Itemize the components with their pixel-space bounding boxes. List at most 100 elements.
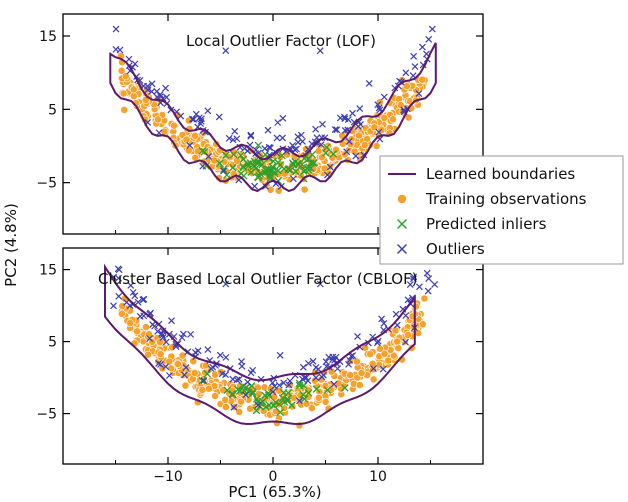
y-tick-label: 15 bbox=[39, 263, 57, 279]
training-point bbox=[307, 404, 316, 412]
outlier-point bbox=[144, 82, 151, 90]
outlier-point bbox=[182, 364, 190, 371]
training-point bbox=[404, 331, 412, 339]
training-point bbox=[126, 319, 135, 327]
outlier-point bbox=[134, 298, 142, 306]
outlier-point bbox=[415, 90, 423, 98]
outlier-point bbox=[380, 320, 388, 327]
legend-label: Training observations bbox=[425, 190, 587, 208]
outlier-point bbox=[168, 317, 175, 325]
inlier-point bbox=[228, 390, 236, 398]
outlier-point bbox=[148, 88, 156, 95]
outlier-point bbox=[209, 363, 217, 371]
outlier-point bbox=[296, 397, 303, 405]
training-point bbox=[391, 326, 400, 335]
outlier-point bbox=[269, 379, 276, 387]
outlier-point bbox=[410, 273, 418, 281]
outlier-point bbox=[151, 322, 158, 330]
outlier-point bbox=[375, 128, 383, 136]
outlier-point bbox=[200, 377, 208, 385]
inlier-point bbox=[239, 162, 247, 171]
training-point bbox=[119, 89, 128, 98]
inlier-point bbox=[254, 158, 262, 166]
training-point bbox=[340, 150, 349, 159]
outlier-point bbox=[410, 52, 418, 60]
outlier-point bbox=[148, 80, 156, 88]
outlier-point bbox=[204, 346, 212, 354]
training-point bbox=[118, 309, 126, 318]
legend-label: Learned boundaries bbox=[426, 165, 575, 183]
outlier-point bbox=[216, 351, 224, 359]
outlier-point bbox=[425, 35, 433, 43]
outlier-point bbox=[326, 163, 334, 171]
shared-y-axis-label: PC2 (4.8%) bbox=[2, 203, 20, 287]
training-point bbox=[237, 397, 245, 406]
outlier-point bbox=[162, 84, 169, 92]
outlier-point bbox=[262, 182, 270, 190]
training-point bbox=[165, 357, 174, 366]
training-point bbox=[393, 337, 402, 346]
training-point bbox=[300, 185, 309, 194]
training-point bbox=[211, 391, 219, 400]
training-point bbox=[355, 381, 364, 389]
outlier-point bbox=[225, 134, 233, 142]
training-point bbox=[332, 145, 340, 154]
outlier-point bbox=[187, 330, 195, 338]
inlier-point bbox=[312, 385, 321, 393]
outlier-point bbox=[155, 360, 163, 367]
legend-swatch bbox=[397, 194, 407, 204]
outlier-point bbox=[273, 134, 281, 142]
inlier-point bbox=[264, 165, 272, 173]
training-point bbox=[321, 382, 330, 390]
outlier-point bbox=[273, 149, 281, 157]
inlier-point bbox=[266, 172, 274, 181]
outlier-point bbox=[312, 374, 320, 382]
outlier-point bbox=[285, 381, 293, 389]
outlier-point bbox=[230, 403, 238, 411]
outlier-point bbox=[416, 283, 423, 291]
outlier-point bbox=[345, 137, 353, 145]
outlier-point bbox=[294, 133, 302, 141]
training-point bbox=[170, 121, 178, 130]
outlier-point bbox=[402, 69, 410, 77]
outlier-point bbox=[179, 330, 187, 338]
outlier-point bbox=[290, 175, 297, 183]
training-point bbox=[173, 360, 182, 368]
outlier-point bbox=[146, 335, 154, 342]
outlier-point bbox=[299, 363, 307, 371]
outlier-point bbox=[205, 153, 212, 160]
panel-title: Cluster Based Local Outlier Factor (CBLO… bbox=[98, 270, 418, 288]
training-point bbox=[380, 114, 389, 122]
inlier-point bbox=[198, 377, 207, 385]
outlier-point bbox=[162, 338, 170, 346]
outlier-point bbox=[178, 334, 186, 342]
shared-x-axis-label: PC1 (65.3%) bbox=[228, 483, 321, 501]
outlier-point bbox=[197, 117, 205, 125]
training-point bbox=[420, 294, 429, 303]
inlier-point bbox=[283, 397, 292, 405]
y-tick-label: 5 bbox=[48, 102, 57, 118]
outlier-point bbox=[129, 288, 137, 296]
plot-area bbox=[104, 263, 439, 430]
outlier-point bbox=[190, 115, 198, 123]
outlier-point bbox=[392, 310, 400, 318]
inlier-point bbox=[248, 390, 257, 398]
outlier-point bbox=[220, 167, 227, 175]
inlier-point bbox=[229, 163, 237, 172]
training-point bbox=[120, 106, 129, 114]
inlier-point bbox=[254, 159, 262, 168]
outlier-point bbox=[302, 374, 310, 382]
inlier-point bbox=[295, 379, 304, 387]
outlier-point bbox=[299, 375, 306, 383]
outlier-point bbox=[431, 281, 439, 288]
outlier-point bbox=[331, 126, 339, 133]
outlier-point bbox=[191, 349, 199, 356]
inlier-point bbox=[254, 141, 263, 150]
inlier-point bbox=[286, 166, 295, 174]
training-point bbox=[246, 404, 254, 413]
inlier-point bbox=[298, 160, 306, 169]
inlier-point bbox=[247, 168, 255, 176]
legend-label: Predicted inliers bbox=[426, 215, 547, 233]
outlier-point bbox=[131, 60, 139, 68]
outlier-point bbox=[354, 332, 361, 340]
